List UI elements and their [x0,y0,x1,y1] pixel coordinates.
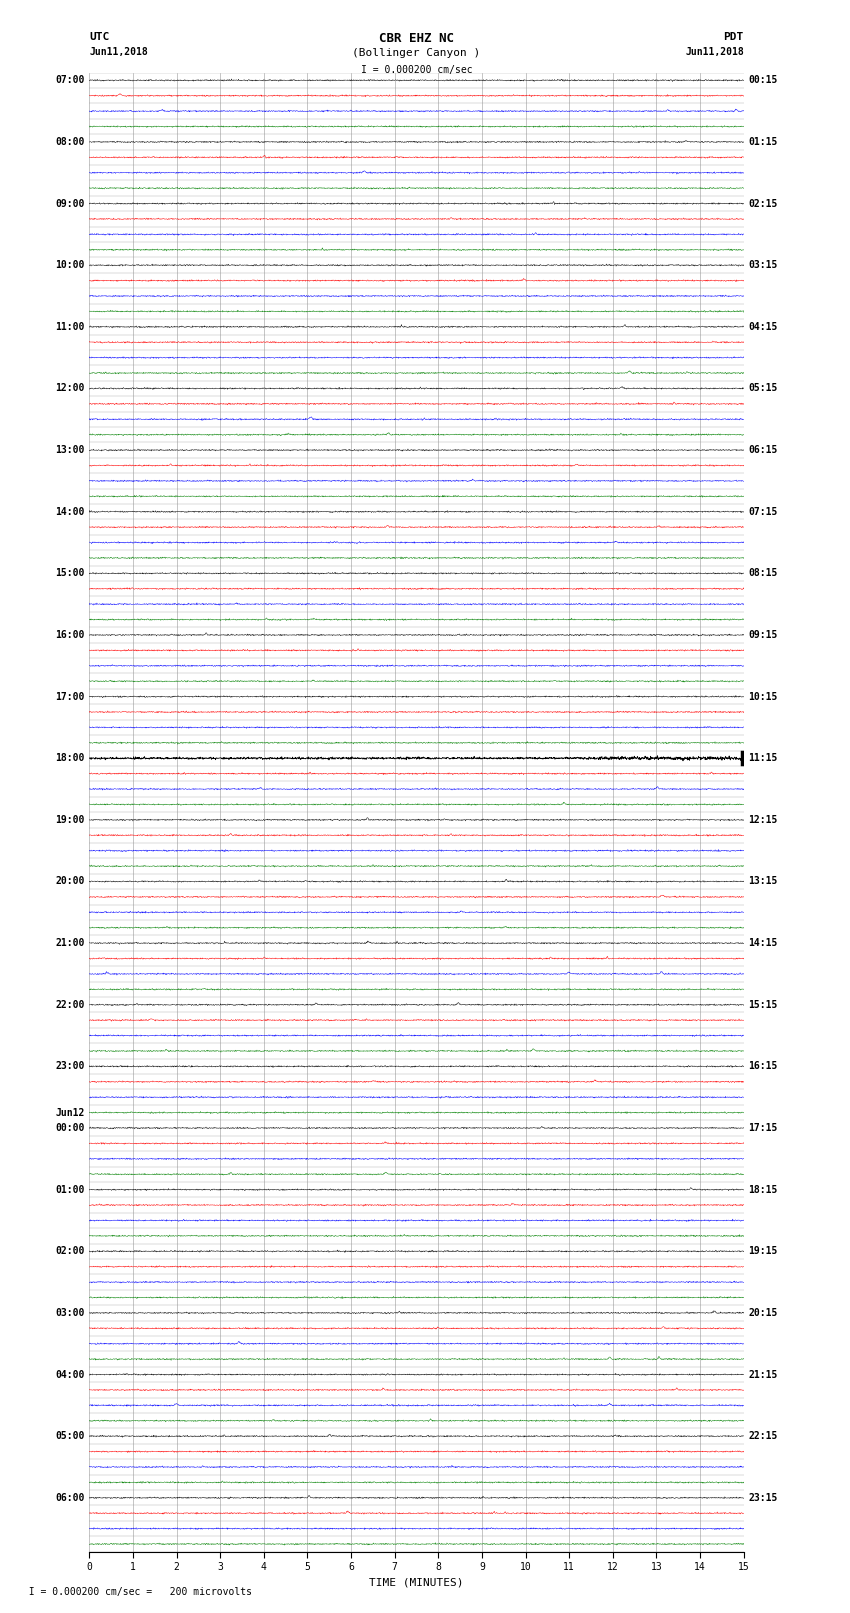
Text: 19:15: 19:15 [748,1247,778,1257]
Text: 18:15: 18:15 [748,1184,778,1195]
Text: 21:15: 21:15 [748,1369,778,1379]
Text: Jun11,2018: Jun11,2018 [89,47,148,56]
Text: 15:00: 15:00 [55,568,85,579]
Text: 02:15: 02:15 [748,198,778,208]
Text: 07:15: 07:15 [748,506,778,516]
Text: I = 0.000200 cm/sec: I = 0.000200 cm/sec [360,65,473,74]
Text: 16:00: 16:00 [55,631,85,640]
Text: 01:00: 01:00 [55,1184,85,1195]
Text: 10:00: 10:00 [55,260,85,271]
Text: 17:15: 17:15 [748,1123,778,1132]
Text: 02:00: 02:00 [55,1247,85,1257]
Text: 03:15: 03:15 [748,260,778,271]
Text: 04:00: 04:00 [55,1369,85,1379]
Text: 21:00: 21:00 [55,939,85,948]
Text: 18:00: 18:00 [55,753,85,763]
Text: 23:15: 23:15 [748,1492,778,1503]
Text: 06:00: 06:00 [55,1492,85,1503]
Text: 09:15: 09:15 [748,631,778,640]
Text: PDT: PDT [723,32,744,42]
Text: I = 0.000200 cm/sec =   200 microvolts: I = 0.000200 cm/sec = 200 microvolts [17,1587,252,1597]
Text: 20:15: 20:15 [748,1308,778,1318]
Text: Jun11,2018: Jun11,2018 [685,47,744,56]
Text: 00:15: 00:15 [748,76,778,85]
Text: 19:00: 19:00 [55,815,85,824]
Text: 22:00: 22:00 [55,1000,85,1010]
Text: 20:00: 20:00 [55,876,85,887]
Text: Jun12: Jun12 [55,1108,85,1118]
Text: 11:00: 11:00 [55,323,85,332]
Text: 14:15: 14:15 [748,939,778,948]
Text: 08:15: 08:15 [748,568,778,579]
Text: 06:15: 06:15 [748,445,778,455]
X-axis label: TIME (MINUTES): TIME (MINUTES) [369,1578,464,1587]
Text: 15:15: 15:15 [748,1000,778,1010]
Text: 12:00: 12:00 [55,384,85,394]
Text: 04:15: 04:15 [748,323,778,332]
Text: 05:15: 05:15 [748,384,778,394]
Text: 05:00: 05:00 [55,1431,85,1440]
Text: 23:00: 23:00 [55,1061,85,1071]
Text: 12:15: 12:15 [748,815,778,824]
Text: 01:15: 01:15 [748,137,778,147]
Text: 17:00: 17:00 [55,692,85,702]
Text: 14:00: 14:00 [55,506,85,516]
Text: 13:15: 13:15 [748,876,778,887]
Text: (Bollinger Canyon ): (Bollinger Canyon ) [353,48,480,58]
Text: 08:00: 08:00 [55,137,85,147]
Text: 11:15: 11:15 [748,753,778,763]
Text: 13:00: 13:00 [55,445,85,455]
Text: 07:00: 07:00 [55,76,85,85]
Text: 16:15: 16:15 [748,1061,778,1071]
Text: 09:00: 09:00 [55,198,85,208]
Text: 10:15: 10:15 [748,692,778,702]
Text: 00:00: 00:00 [55,1123,85,1132]
Text: CBR EHZ NC: CBR EHZ NC [379,32,454,45]
Text: 03:00: 03:00 [55,1308,85,1318]
Text: UTC: UTC [89,32,110,42]
Text: 22:15: 22:15 [748,1431,778,1440]
